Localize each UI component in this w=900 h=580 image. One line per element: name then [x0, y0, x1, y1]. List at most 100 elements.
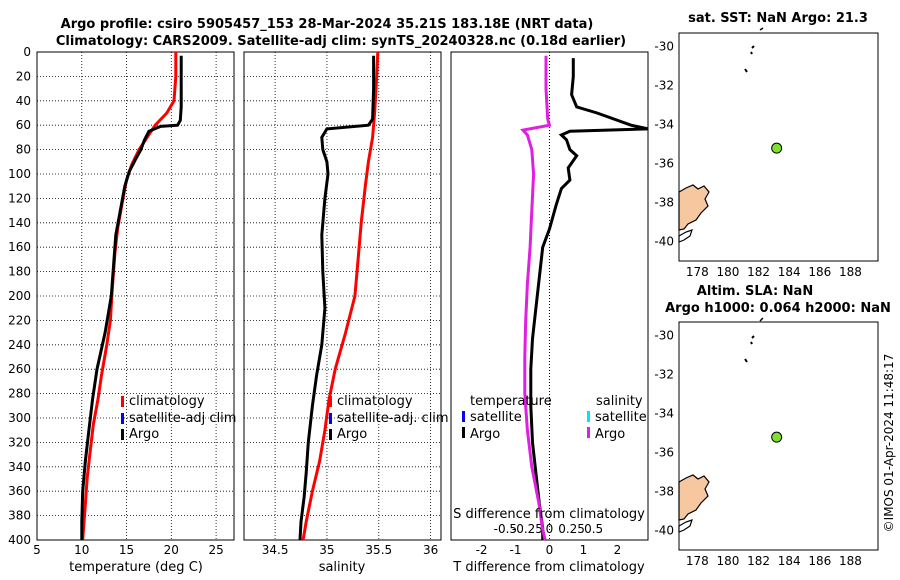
depth-tick-label: 220 [8, 313, 31, 327]
longitude-tick-label: 182 [747, 265, 770, 279]
island-dots [744, 335, 755, 363]
depth-tick-label: 40 [16, 94, 31, 108]
salinity-climatology-line [301, 51, 380, 541]
temperature-argo-line [80, 55, 183, 540]
s-difference-tick-label: 0 [546, 522, 554, 536]
temperature-legend: climatology satellite-adj clim Argo [121, 394, 236, 442]
depth-tick-label: 100 [8, 167, 31, 181]
latitude-tick-labels: -30 -32 -34 -36 -38 -40 [654, 329, 674, 538]
depth-tick-label: 260 [8, 362, 31, 376]
argo-float-marker [771, 142, 783, 154]
t-difference-tick-label: 0 [546, 543, 554, 557]
legend-s-satellite: satellite [595, 410, 647, 425]
temperature-tick-label: 10 [74, 543, 89, 557]
depth-tick-label: 20 [16, 69, 31, 83]
legend-argo-swatch [121, 429, 124, 440]
salinity-legend: climatology satellite-adj. clim Argo [329, 394, 449, 442]
legend-t-argo: Argo [470, 427, 500, 442]
longitude-tick-label: 186 [808, 265, 831, 279]
legend-satellite-swatch [121, 413, 124, 424]
s-difference-tick-label: 0.25 [558, 522, 585, 536]
depth-tick-label: 80 [16, 143, 31, 157]
salinity-tick-label: 34.5 [262, 543, 289, 557]
latitude-tick-label: -32 [654, 368, 674, 382]
island-outline [678, 229, 693, 243]
latitude-tick-label: -38 [654, 485, 674, 499]
s-difference-tick-labels: -0.5-0.25 0 0.25 0.5 [494, 522, 604, 536]
longitude-tick-labels: 178 180 182 184 186 188 [686, 554, 862, 568]
t-difference-tick-label: -2 [476, 543, 488, 557]
sst-map-coastline [678, 27, 764, 243]
temperature-tick-label: 5 [33, 543, 41, 557]
s-difference-argo-line [520, 55, 552, 541]
longitude-tick-label: 184 [778, 554, 801, 568]
depth-tick-label: 180 [8, 265, 31, 279]
depth-tick-label: 380 [8, 509, 31, 523]
s-difference-xlabel: S difference from climatology [453, 507, 645, 522]
altimetry-map-title-line2: Argo h1000: 0.064 h2000: NaN [665, 301, 891, 316]
legend-argo-swatch [329, 429, 332, 440]
legend-climatology-swatch [329, 396, 332, 407]
island-outline [678, 519, 693, 533]
temperature-grid [37, 51, 234, 541]
figure-title-line1: Argo profile: csiro 5905457_153 28-Mar-2… [61, 17, 594, 32]
t-difference-tick-label: 2 [614, 543, 622, 557]
longitude-tick-label: 184 [778, 265, 801, 279]
legend-t-argo-swatch [462, 427, 465, 438]
legend-t-satellite-swatch [462, 411, 465, 422]
depth-tick-label: 160 [8, 240, 31, 254]
latitude-tick-label: -30 [654, 329, 674, 343]
legend-argo: Argo [129, 427, 159, 442]
longitude-tick-label: 180 [717, 554, 740, 568]
s-difference-tick-label: -0.25 [512, 522, 543, 536]
s-difference-tick-label: 0.5 [584, 522, 603, 536]
latitude-tick-label: -32 [654, 79, 674, 93]
salinity-panel: 34.5 35 35.5 36 salinity climatology satell… [243, 51, 449, 575]
salinity-xlabel: salinity [319, 560, 366, 575]
depth-tick-label: 340 [8, 460, 31, 474]
difference-legend: temperature satellite Argo salinity sate… [462, 394, 647, 442]
legend-s-argo-swatch [587, 427, 590, 438]
temperature-tick-label: 25 [208, 543, 223, 557]
latitude-tick-label: -40 [654, 235, 674, 249]
legend-climatology-swatch [121, 396, 124, 407]
s-difference-tick-label: -0.5 [494, 522, 517, 536]
salinity-argo-line [298, 55, 376, 541]
legend-temperature-title: temperature [470, 394, 552, 409]
longitude-tick-label: 182 [747, 554, 770, 568]
difference-panel: -2 -1 0 1 2 -0.5-0.25 0 0.25 0.5 T difference f… [450, 51, 649, 575]
salinity-axes-box [243, 51, 442, 541]
temperature-panel: 0 20 40 60 80 100 120 140 160 180 200 220 240 260 280 3… [8, 45, 236, 575]
depth-tick-label: 360 [8, 484, 31, 498]
latitude-tick-label: -34 [654, 407, 674, 421]
legend-climatology: climatology [337, 394, 413, 409]
salinity-tick-label: 35 [319, 543, 334, 557]
longitude-tick-label: 178 [686, 554, 709, 568]
island-dot [759, 27, 764, 31]
altimetry-map: Altim. SLA: NaN Argo h1000: 0.064 h2000:… [654, 284, 890, 568]
latitude-tick-label: -36 [654, 157, 674, 171]
latitude-tick-label: -40 [654, 524, 674, 538]
legend-s-satellite-swatch [587, 411, 590, 422]
longitude-tick-label: 188 [839, 265, 862, 279]
longitude-tick-labels: 178 180 182 184 186 188 [686, 265, 862, 279]
depth-tick-labels: 0 20 40 60 80 100 120 140 160 180 200 220 240 260 280 3… [8, 45, 31, 547]
depth-tick-label: 280 [8, 387, 31, 401]
legend-satellite: satellite-adj. clim [337, 411, 449, 426]
depth-tick-label: 300 [8, 411, 31, 425]
imos-timestamp: ©IMOS 01-Apr-2024 11:48:17 [882, 354, 896, 533]
argo-float-marker [771, 431, 783, 443]
longitude-tick-label: 186 [808, 554, 831, 568]
salinity-grid [244, 51, 441, 541]
salinity-tick-labels: 34.5 35 35.5 36 [262, 543, 439, 557]
legend-s-argo: Argo [595, 427, 625, 442]
depth-tick-label: 0 [23, 45, 31, 59]
longitude-tick-label: 180 [717, 265, 740, 279]
sst-map-title: sat. SST: NaN Argo: 21.3 [688, 11, 868, 26]
t-difference-tick-label: 1 [580, 543, 588, 557]
temperature-tick-label: 20 [164, 543, 179, 557]
land-patch [678, 184, 710, 231]
legend-climatology: climatology [129, 394, 205, 409]
depth-tick-label: 320 [8, 435, 31, 449]
